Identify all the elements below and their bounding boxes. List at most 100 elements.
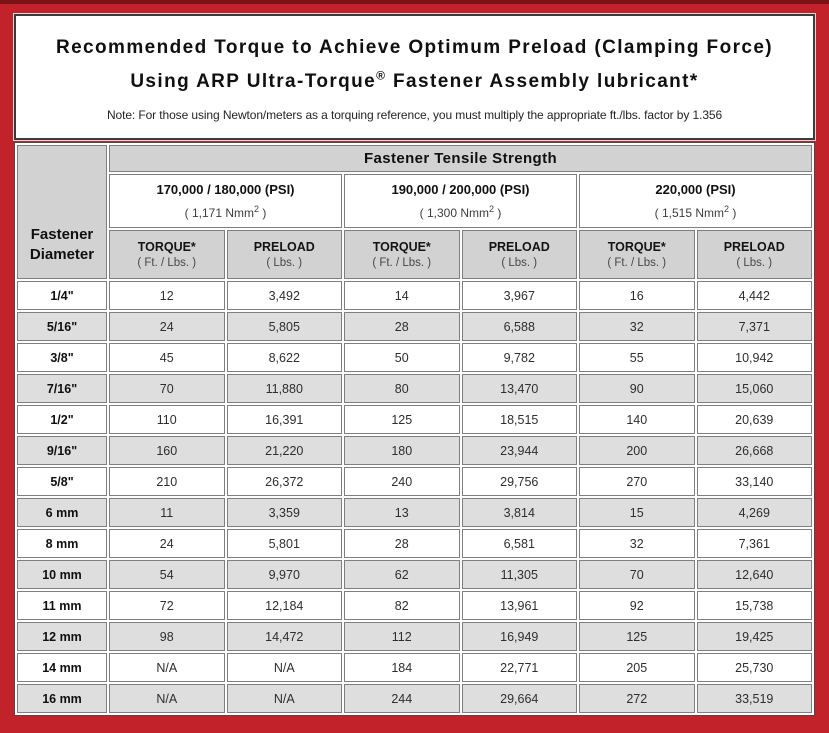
column-subheader-row: TORQUE* ( Ft. / Lbs. ) PRELOAD ( Lbs. ) … [17, 230, 812, 279]
fastener-diameter-cell: 10 mm [17, 560, 107, 589]
preload-cell: 3,359 [226, 498, 342, 527]
table-row: 5/16" 24 5,805 28 6,588 32 7,371 [17, 312, 812, 341]
torque-cell: 210 [109, 467, 225, 496]
torque-cell: 14 [344, 281, 460, 310]
preload-cell: 5,805 [226, 312, 342, 341]
preload-cell: 29,664 [461, 684, 577, 713]
preload-cell: N/A [226, 684, 342, 713]
title-line-2: Using ARP Ultra-Torque® Fastener Assembl… [130, 69, 699, 93]
torque-cell: 140 [579, 405, 695, 434]
preload-cell: 16,949 [461, 622, 577, 651]
torque-cell: 240 [344, 467, 460, 496]
preload-cell: 4,269 [696, 498, 812, 527]
torque-cell: N/A [109, 684, 225, 713]
banner-row: Fastener Diameter Fastener Tensile Stren… [17, 145, 812, 279]
title-panel: Recommended Torque to Achieve Optimum Pr… [14, 14, 815, 140]
preload-column-header: PRELOAD ( Lbs. ) [226, 230, 342, 279]
preload-cell: 9,970 [226, 560, 342, 589]
torque-cell: 24 [109, 529, 225, 558]
torque-cell: 200 [579, 436, 695, 465]
torque-cell: 160 [109, 436, 225, 465]
torque-cell: 72 [109, 591, 225, 620]
preload-cell: 3,814 [461, 498, 577, 527]
table-row: 8 mm 24 5,801 28 6,581 32 7,361 [17, 529, 812, 558]
torque-cell: 92 [579, 591, 695, 620]
torque-cell: 112 [344, 622, 460, 651]
torque-cell: 62 [344, 560, 460, 589]
fastener-diameter-cell: 5/16" [17, 312, 107, 341]
conversion-note: Note: For those using Newton/meters as a… [106, 108, 723, 123]
preload-cell: 20,639 [696, 405, 812, 434]
table-row: 16 mm N/A N/A 244 29,664 272 33,519 [17, 684, 812, 713]
torque-cell: 272 [579, 684, 695, 713]
table-row: 14 mm N/A N/A 184 22,771 205 25,730 [17, 653, 812, 682]
nmm-conversion: ( 1,171 Nmm2 ) [184, 204, 267, 220]
fastener-diameter-cell: 14 mm [17, 653, 107, 682]
preload-cell: 25,730 [696, 653, 812, 682]
preload-cell: 12,640 [696, 560, 812, 589]
torque-cell: 90 [579, 374, 695, 403]
nmm-conversion: ( 1,515 Nmm2 ) [654, 204, 737, 220]
table-row: 11 mm 72 12,184 82 13,961 92 15,738 [17, 591, 812, 620]
torque-cell: 32 [579, 529, 695, 558]
preload-cell: 26,372 [226, 467, 342, 496]
psi-group-220: 220,000 (PSI) ( 1,515 Nmm2 ) [579, 174, 812, 228]
fastener-diameter-cell: 3/8" [17, 343, 107, 372]
torque-cell: 125 [579, 622, 695, 651]
torque-cell: 110 [109, 405, 225, 434]
torque-cell: 11 [109, 498, 225, 527]
table-row: 5/8" 210 26,372 240 29,756 270 33,140 [17, 467, 812, 496]
preload-cell: 9,782 [461, 343, 577, 372]
fastener-diameter-cell: 16 mm [17, 684, 107, 713]
preload-cell: 5,801 [226, 529, 342, 558]
table-row: 6 mm 11 3,359 13 3,814 15 4,269 [17, 498, 812, 527]
document-content: Recommended Torque to Achieve Optimum Pr… [14, 14, 815, 718]
torque-column-header: TORQUE* ( Ft. / Lbs. ) [344, 230, 460, 279]
page-title: Recommended Torque to Achieve Optimum Pr… [16, 33, 813, 96]
torque-cell: 13 [344, 498, 460, 527]
fastener-diameter-cell: 7/16" [17, 374, 107, 403]
fastener-diameter-cell: 1/2" [17, 405, 107, 434]
preload-cell: 15,738 [696, 591, 812, 620]
torque-cell: 16 [579, 281, 695, 310]
torque-cell: 184 [344, 653, 460, 682]
torque-cell: 98 [109, 622, 225, 651]
preload-cell: 13,961 [461, 591, 577, 620]
preload-cell: 26,668 [696, 436, 812, 465]
torque-cell: 70 [109, 374, 225, 403]
torque-cell: 180 [344, 436, 460, 465]
title-line-1: Recommended Torque to Achieve Optimum Pr… [55, 37, 774, 58]
preload-cell: 15,060 [696, 374, 812, 403]
preload-cell: 11,305 [461, 560, 577, 589]
fastener-diameter-cell: 11 mm [17, 591, 107, 620]
torque-cell: 15 [579, 498, 695, 527]
torque-cell: 80 [344, 374, 460, 403]
torque-cell: 45 [109, 343, 225, 372]
preload-cell: 7,361 [696, 529, 812, 558]
torque-cell: 24 [109, 312, 225, 341]
preload-column-header: PRELOAD ( Lbs. ) [696, 230, 812, 279]
registered-trademark-symbol: ® [376, 69, 387, 83]
frame-top-dark-edge [0, 0, 829, 4]
preload-cell: 16,391 [226, 405, 342, 434]
preload-cell: 21,220 [226, 436, 342, 465]
fastener-diameter-cell: 6 mm [17, 498, 107, 527]
preload-cell: 7,371 [696, 312, 812, 341]
torque-cell: 28 [344, 529, 460, 558]
psi-group-170-180: 170,000 / 180,000 (PSI) ( 1,171 Nmm2 ) [109, 174, 342, 228]
torque-cell: 54 [109, 560, 225, 589]
torque-cell: 55 [579, 343, 695, 372]
torque-cell: N/A [109, 653, 225, 682]
preload-cell: 23,944 [461, 436, 577, 465]
tensile-strength-banner: Fastener Tensile Strength [109, 145, 812, 172]
preload-cell: 29,756 [461, 467, 577, 496]
torque-cell: 125 [344, 405, 460, 434]
torque-column-header: TORQUE* ( Ft. / Lbs. ) [109, 230, 225, 279]
psi-group-row: 170,000 / 180,000 (PSI) ( 1,171 Nmm2 ) 1… [17, 174, 812, 228]
psi-group-190-200: 190,000 / 200,000 (PSI) ( 1,300 Nmm2 ) [344, 174, 577, 228]
fastener-diameter-cell: 12 mm [17, 622, 107, 651]
preload-cell: 14,472 [226, 622, 342, 651]
table-row: 9/16" 160 21,220 180 23,944 200 26,668 [17, 436, 812, 465]
preload-cell: 12,184 [226, 591, 342, 620]
torque-spec-table: Fastener Diameter Fastener Tensile Stren… [14, 142, 815, 716]
